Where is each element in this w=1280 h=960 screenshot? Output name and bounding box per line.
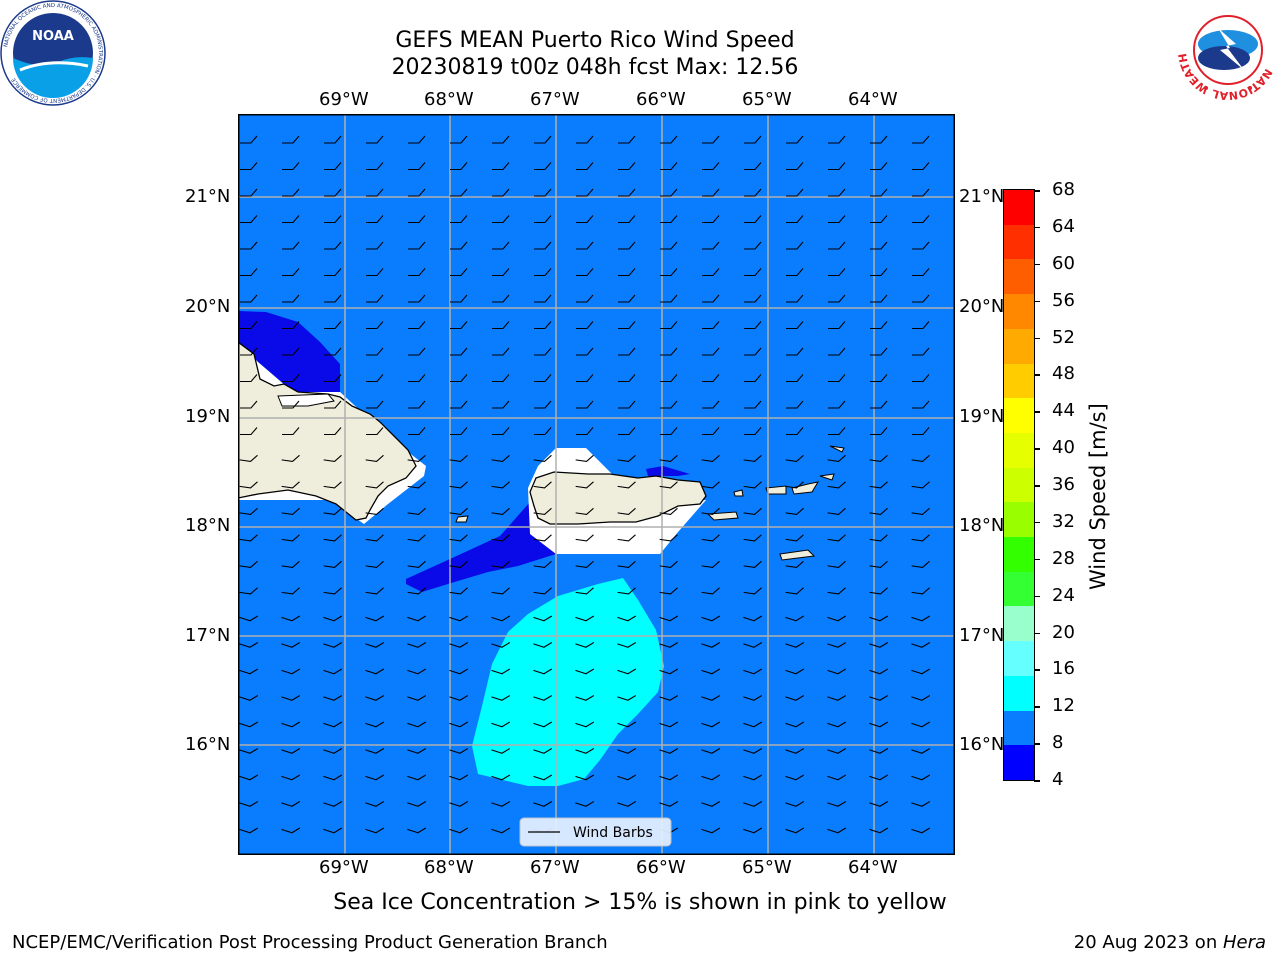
lat-label: 19°N bbox=[185, 406, 231, 427]
wind-band-4-8-south bbox=[406, 472, 556, 592]
colorbar-segment bbox=[1004, 606, 1034, 642]
colorbar-segment bbox=[1004, 398, 1034, 434]
lat-label: 18°N bbox=[959, 515, 1005, 536]
colorbar-tick-mark bbox=[1034, 190, 1040, 192]
colorbar-segment bbox=[1004, 432, 1034, 469]
lat-label: 16°N bbox=[185, 734, 231, 755]
st-croix-island bbox=[779, 549, 816, 561]
colorbar-segment bbox=[1004, 328, 1034, 365]
colorbar-tick-label: 32 bbox=[1052, 510, 1075, 532]
colorbar-tick-label: 68 bbox=[1052, 179, 1075, 200]
map-panel: Wind Barbs bbox=[238, 114, 955, 855]
wind-band-4-8-north bbox=[238, 311, 340, 392]
colorbar-title: Wind Speed [m/s] bbox=[1086, 403, 1110, 590]
colorbar-tick-label: 44 bbox=[1052, 400, 1075, 422]
lat-label: 17°N bbox=[185, 625, 231, 646]
colorbar-tick-mark bbox=[1034, 448, 1040, 450]
graticule bbox=[238, 114, 955, 855]
chart-title: GEFS MEAN Puerto Rico Wind Speed bbox=[395, 28, 795, 53]
footer-branch: NCEP/EMC/Verification Post Processing Pr… bbox=[12, 932, 608, 953]
colorbar-segment bbox=[1004, 675, 1034, 712]
lon-label: 64°W bbox=[848, 89, 898, 110]
colorbar-tick-label: 24 bbox=[1052, 584, 1075, 606]
colorbar-tick-mark bbox=[1034, 669, 1040, 671]
colorbar-tick-mark bbox=[1034, 411, 1040, 413]
colorbar-segment bbox=[1004, 224, 1034, 260]
colorbar-tick-mark bbox=[1034, 226, 1040, 229]
lon-label: 64°W bbox=[848, 857, 898, 878]
colorbar-tick-label: 4 bbox=[1052, 769, 1064, 790]
colorbar-tick-mark bbox=[1034, 595, 1040, 598]
wind-band-12-16 bbox=[472, 578, 664, 786]
colorbar-tick-label: 64 bbox=[1052, 215, 1075, 237]
colorbar-segment bbox=[1004, 190, 1034, 226]
colorbar-segment bbox=[1004, 294, 1034, 330]
lon-label: 67°W bbox=[530, 89, 580, 110]
footer-host: Hera bbox=[1222, 932, 1266, 953]
colorbar-tick-mark bbox=[1034, 374, 1040, 376]
colorbar-tick-mark bbox=[1034, 743, 1040, 745]
lat-label: 21°N bbox=[959, 186, 1005, 207]
colorbar-tick-label: 60 bbox=[1052, 252, 1075, 274]
colorbar-segment bbox=[1004, 502, 1034, 538]
lon-label: 69°W bbox=[319, 89, 369, 110]
colorbar-segment bbox=[1004, 710, 1034, 746]
colorbar bbox=[1003, 189, 1035, 781]
legend: Wind Barbs bbox=[519, 817, 672, 847]
colorbar-segment bbox=[1004, 641, 1034, 677]
colorbar-tick-label: 52 bbox=[1052, 326, 1075, 348]
mona-island bbox=[455, 515, 469, 523]
colorbar-tick-mark bbox=[1034, 263, 1040, 266]
lon-label: 68°W bbox=[424, 89, 474, 110]
lon-label: 65°W bbox=[742, 89, 792, 110]
colorbar-tick-label: 20 bbox=[1052, 621, 1075, 643]
colorbar-tick-label: 28 bbox=[1052, 547, 1075, 569]
colorbar-tick-mark bbox=[1034, 780, 1040, 782]
colorbar-tick-mark bbox=[1034, 337, 1040, 339]
colorbar-tick-mark bbox=[1034, 485, 1040, 487]
lat-label: 20°N bbox=[185, 296, 231, 317]
lat-label: 19°N bbox=[959, 406, 1005, 427]
lon-label: 67°W bbox=[530, 857, 580, 878]
colorbar-tick-label: 56 bbox=[1052, 289, 1075, 311]
footer-date: 20 Aug 2023 on Hera bbox=[1073, 932, 1266, 953]
legend-label: Wind Barbs bbox=[573, 825, 653, 841]
colorbar-tick-mark bbox=[1034, 706, 1040, 708]
sea-ice-note: Sea Ice Concentration > 15% is shown in … bbox=[333, 890, 947, 915]
colorbar-tick-mark bbox=[1034, 300, 1040, 303]
hispaniola-landmass bbox=[238, 341, 417, 521]
colorbar-segment bbox=[1004, 571, 1034, 607]
colorbar-tick-label: 40 bbox=[1052, 437, 1075, 459]
nws-logo: NATIONAL WEATHER SERVICE bbox=[1176, 0, 1277, 100]
chart-subtitle: 20230819 t00z 048h fcst Max: 12.56 bbox=[391, 55, 799, 80]
colorbar-tick-label: 36 bbox=[1052, 474, 1075, 495]
colorbar-segment bbox=[1004, 745, 1034, 780]
vieques-island bbox=[706, 511, 739, 521]
lat-label: 16°N bbox=[959, 734, 1005, 755]
colorbar-segment bbox=[1004, 259, 1034, 295]
lat-label: 17°N bbox=[959, 625, 1005, 646]
colorbar-tick-label: 12 bbox=[1052, 695, 1075, 717]
colorbar-tick-label: 16 bbox=[1052, 658, 1075, 680]
colorbar-tick-mark bbox=[1034, 558, 1040, 561]
colorbar-tick-mark bbox=[1034, 632, 1040, 634]
lon-label: 68°W bbox=[424, 857, 474, 878]
colorbar-tick-label: 48 bbox=[1052, 363, 1075, 385]
colorbar-tick-label: 8 bbox=[1052, 732, 1064, 754]
colorbar-tick-mark bbox=[1034, 521, 1040, 524]
noaa-logo: NATIONAL OCEANIC AND ATMOSPHERIC ADMINIS… bbox=[0, 0, 106, 106]
lat-label: 21°N bbox=[185, 186, 231, 207]
colorbar-segment bbox=[1004, 363, 1034, 399]
lon-label: 69°W bbox=[319, 857, 369, 878]
lat-label: 18°N bbox=[185, 515, 231, 536]
lon-label: 65°W bbox=[742, 857, 792, 878]
colorbar-segment bbox=[1004, 467, 1034, 503]
noaa-logo-text: NOAA bbox=[32, 29, 74, 44]
colorbar-segment bbox=[1004, 537, 1034, 573]
lon-label: 66°W bbox=[636, 89, 686, 110]
lon-label: 66°W bbox=[636, 857, 686, 878]
lat-label: 20°N bbox=[959, 296, 1005, 317]
